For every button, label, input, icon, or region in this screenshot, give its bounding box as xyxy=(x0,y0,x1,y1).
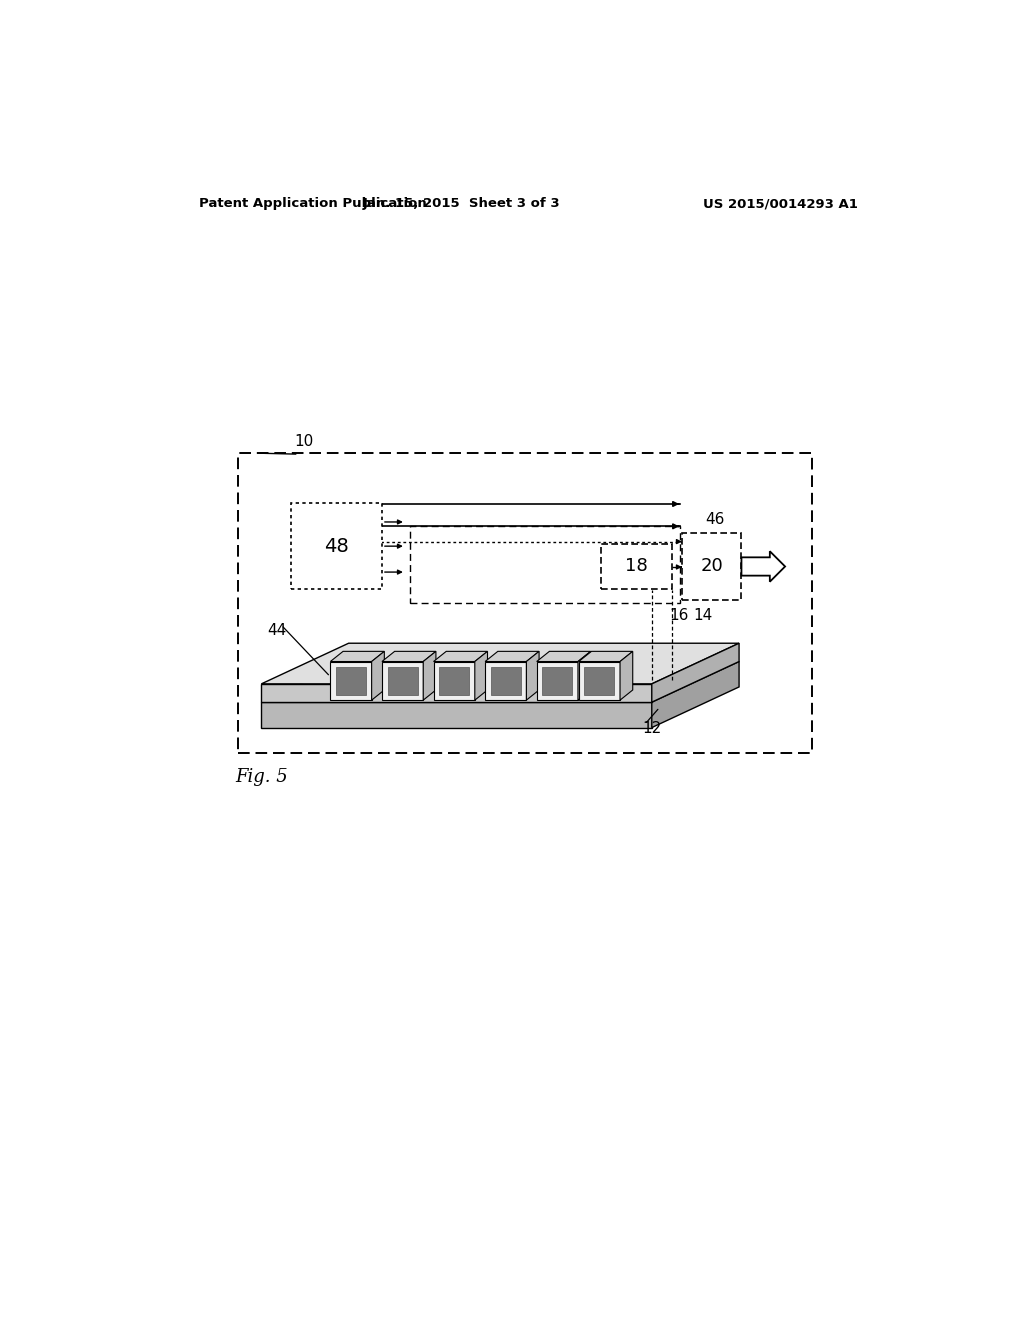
Polygon shape xyxy=(261,702,652,727)
Polygon shape xyxy=(331,661,372,700)
Text: 14: 14 xyxy=(693,607,713,623)
Polygon shape xyxy=(579,661,620,700)
Polygon shape xyxy=(485,661,526,700)
Polygon shape xyxy=(387,667,418,696)
Bar xyxy=(410,527,680,602)
Text: US 2015/0014293 A1: US 2015/0014293 A1 xyxy=(703,197,858,210)
Polygon shape xyxy=(423,651,436,700)
Polygon shape xyxy=(382,651,436,661)
Polygon shape xyxy=(433,661,475,700)
Polygon shape xyxy=(585,667,614,696)
Polygon shape xyxy=(526,651,539,700)
Polygon shape xyxy=(439,667,469,696)
Polygon shape xyxy=(382,661,423,700)
Polygon shape xyxy=(433,651,487,661)
Polygon shape xyxy=(578,651,591,700)
Text: 18: 18 xyxy=(626,557,648,576)
Polygon shape xyxy=(331,651,384,661)
Polygon shape xyxy=(652,661,739,727)
Polygon shape xyxy=(537,651,591,661)
Text: 44: 44 xyxy=(267,623,286,638)
Text: Patent Application Publication: Patent Application Publication xyxy=(200,197,427,210)
Text: 46: 46 xyxy=(706,512,725,528)
Polygon shape xyxy=(490,667,521,696)
Polygon shape xyxy=(261,684,652,702)
Polygon shape xyxy=(620,651,633,700)
Polygon shape xyxy=(579,651,633,661)
Polygon shape xyxy=(543,667,572,696)
Text: 48: 48 xyxy=(324,537,349,556)
Text: Fig. 5: Fig. 5 xyxy=(236,768,288,787)
Text: 10: 10 xyxy=(295,434,314,449)
Polygon shape xyxy=(652,643,739,702)
Polygon shape xyxy=(475,651,487,700)
Polygon shape xyxy=(261,661,739,702)
Bar xyxy=(291,503,382,589)
Polygon shape xyxy=(485,651,539,661)
Polygon shape xyxy=(537,661,578,700)
Text: 16: 16 xyxy=(670,607,688,623)
Polygon shape xyxy=(261,643,739,684)
Text: 12: 12 xyxy=(642,722,662,737)
Polygon shape xyxy=(336,667,367,696)
Polygon shape xyxy=(741,552,785,582)
Polygon shape xyxy=(372,651,384,700)
Text: Jan. 15, 2015  Sheet 3 of 3: Jan. 15, 2015 Sheet 3 of 3 xyxy=(362,197,560,210)
Bar xyxy=(238,453,812,752)
Bar xyxy=(682,533,741,599)
Text: 20: 20 xyxy=(700,557,723,576)
Bar xyxy=(601,544,673,589)
